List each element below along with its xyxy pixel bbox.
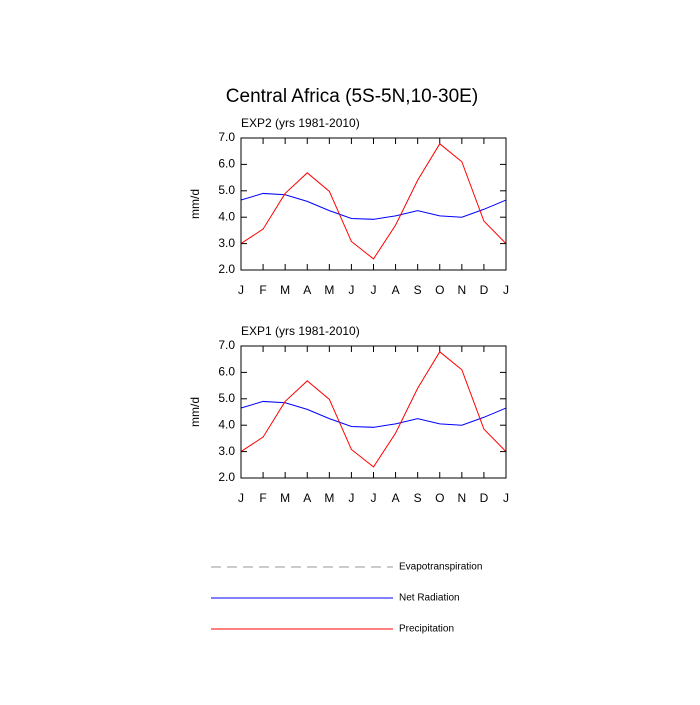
- series-line: [240, 351, 507, 468]
- x-tick-label: J: [238, 491, 244, 505]
- x-tick-label: S: [414, 491, 422, 505]
- x-tick-label: J: [503, 283, 509, 297]
- y-tick-label: 3.0: [218, 236, 235, 250]
- y-tick-label: 7.0: [218, 130, 235, 144]
- x-tick-label: M: [280, 283, 290, 297]
- x-tick-label: J: [348, 491, 354, 505]
- legend-label: Net Radiation: [399, 593, 460, 604]
- x-tick-label: D: [480, 491, 489, 505]
- x-tick-label: D: [480, 283, 489, 297]
- series-line: [240, 400, 507, 428]
- x-tick-label: J: [238, 283, 244, 297]
- x-tick-label: A: [303, 283, 311, 297]
- plot-frame: [240, 345, 507, 479]
- x-tick-label: O: [435, 491, 444, 505]
- y-tick-label: 2.0: [218, 470, 235, 484]
- legend-label: Precipitation: [399, 624, 454, 635]
- y-tick-label: 3.0: [218, 444, 235, 458]
- x-tick-label: J: [503, 491, 509, 505]
- x-tick-label: M: [324, 283, 334, 297]
- y-tick-label: 2.0: [218, 262, 235, 276]
- x-tick-label: F: [259, 283, 266, 297]
- y-tick-label: 4.0: [218, 417, 235, 431]
- y-tick-label: 7.0: [218, 338, 235, 352]
- subtitle: EXP2 (yrs 1981-2010): [241, 116, 360, 130]
- x-tick-label: M: [324, 491, 334, 505]
- legend-label: Evapotranspiration: [399, 562, 482, 573]
- x-tick-label: A: [392, 491, 400, 505]
- x-tick-label: J: [348, 283, 354, 297]
- x-tick-label: M: [280, 491, 290, 505]
- figure-title: Central Africa (5S-5N,10-30E): [226, 86, 478, 107]
- y-tick-label: 6.0: [218, 365, 235, 379]
- y-axis-label: mm/d: [188, 397, 202, 427]
- x-tick-label: N: [457, 283, 466, 297]
- y-tick-label: 4.0: [218, 209, 235, 223]
- x-tick-label: J: [371, 491, 377, 505]
- x-tick-label: A: [303, 491, 311, 505]
- x-tick-label: S: [414, 283, 422, 297]
- series-line: [240, 143, 507, 260]
- x-tick-label: N: [457, 491, 466, 505]
- x-tick-label: O: [435, 283, 444, 297]
- y-tick-label: 5.0: [218, 391, 235, 405]
- x-tick-label: J: [371, 283, 377, 297]
- x-tick-label: A: [392, 283, 400, 297]
- series-line: [240, 192, 507, 220]
- y-tick-label: 5.0: [218, 183, 235, 197]
- subtitle: EXP1 (yrs 1981-2010): [241, 324, 360, 338]
- plot-frame: [240, 137, 507, 271]
- x-tick-label: F: [259, 491, 266, 505]
- y-axis-label: mm/d: [188, 189, 202, 219]
- y-tick-label: 6.0: [218, 157, 235, 171]
